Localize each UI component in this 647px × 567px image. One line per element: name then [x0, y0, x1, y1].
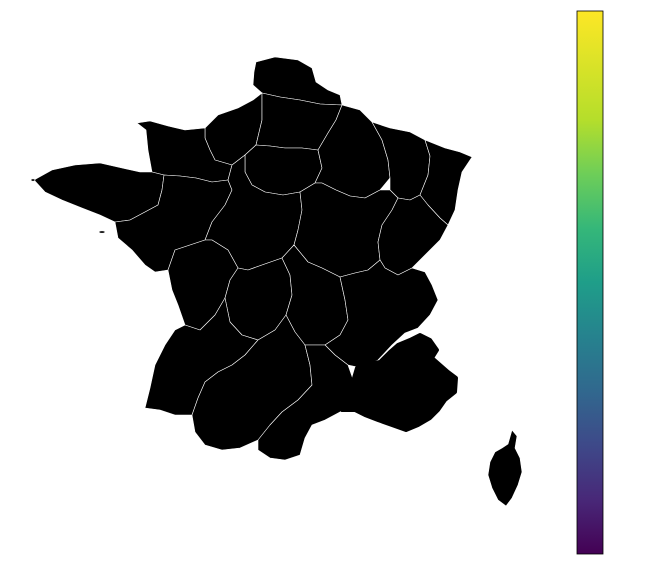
region-FRC2[interactable]	[377, 194, 449, 276]
colorbar-gradient	[576, 10, 604, 555]
region-FRM0[interactable]	[487, 429, 523, 507]
region-FRK2[interactable]	[324, 259, 439, 369]
region-FRG0-island	[98, 230, 106, 234]
colorbar	[576, 10, 604, 555]
region-FRF1[interactable]	[419, 139, 473, 226]
region-FRJ1[interactable]	[257, 344, 356, 461]
highlight-outline	[340, 333, 458, 432]
region-FRH0-island	[30, 178, 36, 182]
regions-layer	[30, 56, 523, 507]
